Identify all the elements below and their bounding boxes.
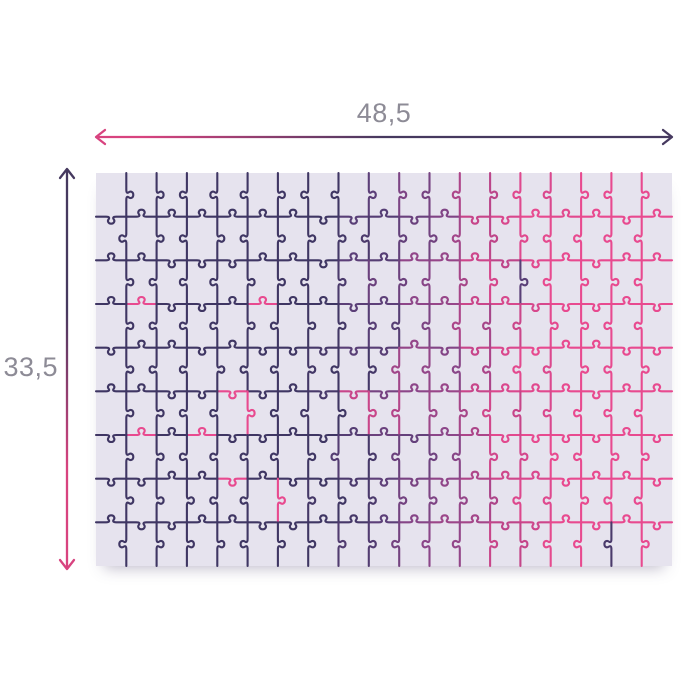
arrowhead-left-icon — [94, 128, 107, 146]
height-dimension-arrow — [58, 167, 76, 571]
puzzle-board — [96, 173, 672, 566]
width-dimension-arrow — [94, 128, 674, 146]
arrowhead-down-icon — [58, 558, 76, 571]
height-dimension-label: 33,5 — [3, 352, 58, 382]
arrowhead-right-icon — [661, 128, 674, 146]
width-dimension-label: 48,5 — [356, 98, 412, 128]
arrowhead-up-icon — [58, 167, 76, 180]
